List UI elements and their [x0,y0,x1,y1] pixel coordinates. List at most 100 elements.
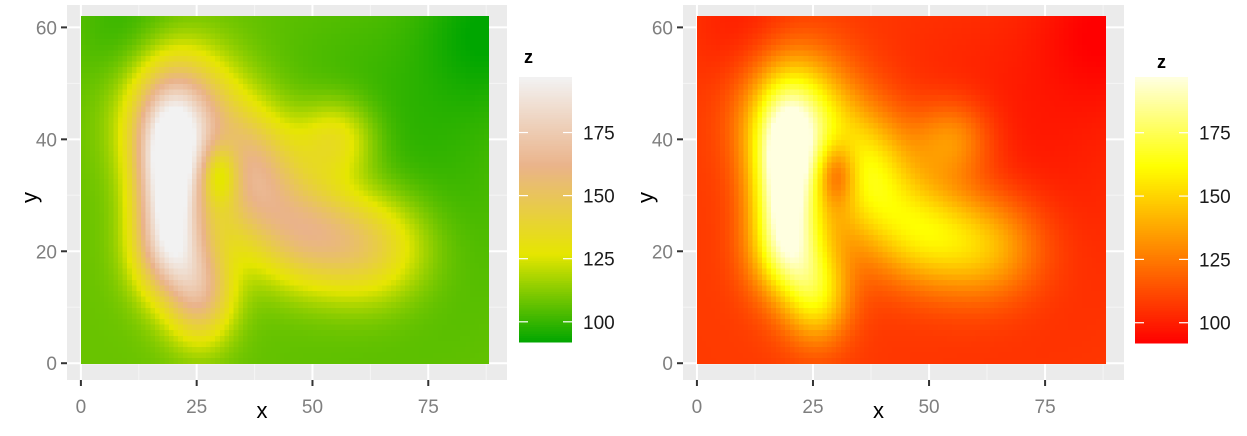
heatmap-tile [252,357,258,364]
heatmap-tile [442,66,448,73]
heatmap-tile [178,77,184,84]
heatmap-tile [261,324,267,331]
heatmap-tile [317,111,323,118]
heatmap-tile [164,66,170,73]
heatmap-tile [215,111,221,118]
heatmap-tile [159,27,165,34]
heatmap-tile [145,38,151,45]
heatmap-tile [219,122,226,129]
heatmap-tile [400,27,406,34]
heatmap-tile [104,116,110,124]
heatmap-tile [131,178,138,185]
heatmap-tile [210,189,216,196]
heatmap-tile [113,167,119,174]
heatmap-tile [192,251,198,258]
heatmap-tile [349,144,355,152]
heatmap-tile [173,212,179,219]
heatmap-tile [229,77,235,84]
heatmap-tile [205,195,212,202]
heatmap-tile [423,223,429,230]
heatmap-tile [127,245,133,252]
heatmap-tile [261,273,267,280]
heatmap-tile [428,340,434,348]
heatmap-tile [358,312,365,320]
heatmap-tile [317,312,323,320]
heatmap-tile [196,262,202,269]
heatmap-tile [442,161,448,168]
heatmap-tile [266,88,272,96]
heatmap-tile [377,284,383,292]
heatmap-tile [340,312,346,320]
heatmap-tile [368,307,374,314]
heatmap-tile [122,217,128,224]
heatmap-tile [331,44,337,51]
heatmap-tile [284,217,290,224]
heatmap-tile [145,262,151,269]
heatmap-tile [437,60,443,68]
heatmap-tile [122,128,128,135]
heatmap-tile [117,38,124,45]
heatmap-tile [391,27,397,34]
heatmap-tile [80,301,87,308]
heatmap-tile [261,279,267,286]
heatmap-tile [428,105,434,112]
heatmap-tile [409,217,415,224]
heatmap-tile [437,27,443,34]
heatmap-tile [317,144,323,152]
heatmap-tile [432,212,439,219]
heatmap-tile [289,128,295,135]
heatmap-tile [381,318,388,325]
heatmap-tile [293,312,300,320]
heatmap-tile [442,352,448,359]
heatmap-tile [293,38,300,45]
heatmap-tile [136,128,142,135]
heatmap-tile [363,251,369,258]
heatmap-tile [252,44,258,51]
heatmap-tile [108,178,114,185]
heatmap-tile [117,340,124,348]
heatmap-tile [215,200,221,208]
heatmap-tile [368,228,374,236]
heatmap-tile [247,340,253,348]
heatmap-tile [391,44,397,51]
heatmap-tile [303,200,309,208]
heatmap-tile [261,178,267,185]
heatmap-tile [331,49,337,56]
heatmap-tile [247,94,253,101]
heatmap-tile [224,284,230,292]
heatmap-tile [400,83,406,90]
heatmap-tile [446,273,453,280]
heatmap-tile [215,161,221,168]
heatmap-tile [229,189,235,196]
heatmap-tile [289,228,295,236]
heatmap-tile [298,329,304,336]
heatmap-tile [442,122,448,129]
heatmap-tile [270,172,277,180]
heatmap-tile [141,340,147,348]
heatmap-tile [108,122,114,129]
heatmap-tile [182,172,189,180]
heatmap-tile [159,195,165,202]
heatmap-tile [117,189,124,196]
heatmap-tile [104,111,110,118]
heatmap-tile [437,273,443,280]
heatmap-tile [261,144,267,152]
heatmap-tile [321,352,327,359]
heatmap-tile [247,27,253,34]
heatmap-tile [432,318,439,325]
heatmap-tile [168,105,175,112]
heatmap-tile [409,128,415,135]
heatmap-tile [428,32,434,40]
heatmap-tile [192,296,198,303]
heatmap-tile [414,88,420,96]
heatmap-tile [85,200,91,208]
heatmap-tile [298,83,304,90]
heatmap-tile [317,240,323,247]
heatmap-tile [127,133,133,140]
heatmap-tile [381,100,388,107]
heatmap-tile [423,284,429,292]
heatmap-tile [381,32,388,40]
heatmap-tile [344,83,351,90]
heatmap-tile [85,217,91,224]
heatmap-tile [104,83,110,90]
